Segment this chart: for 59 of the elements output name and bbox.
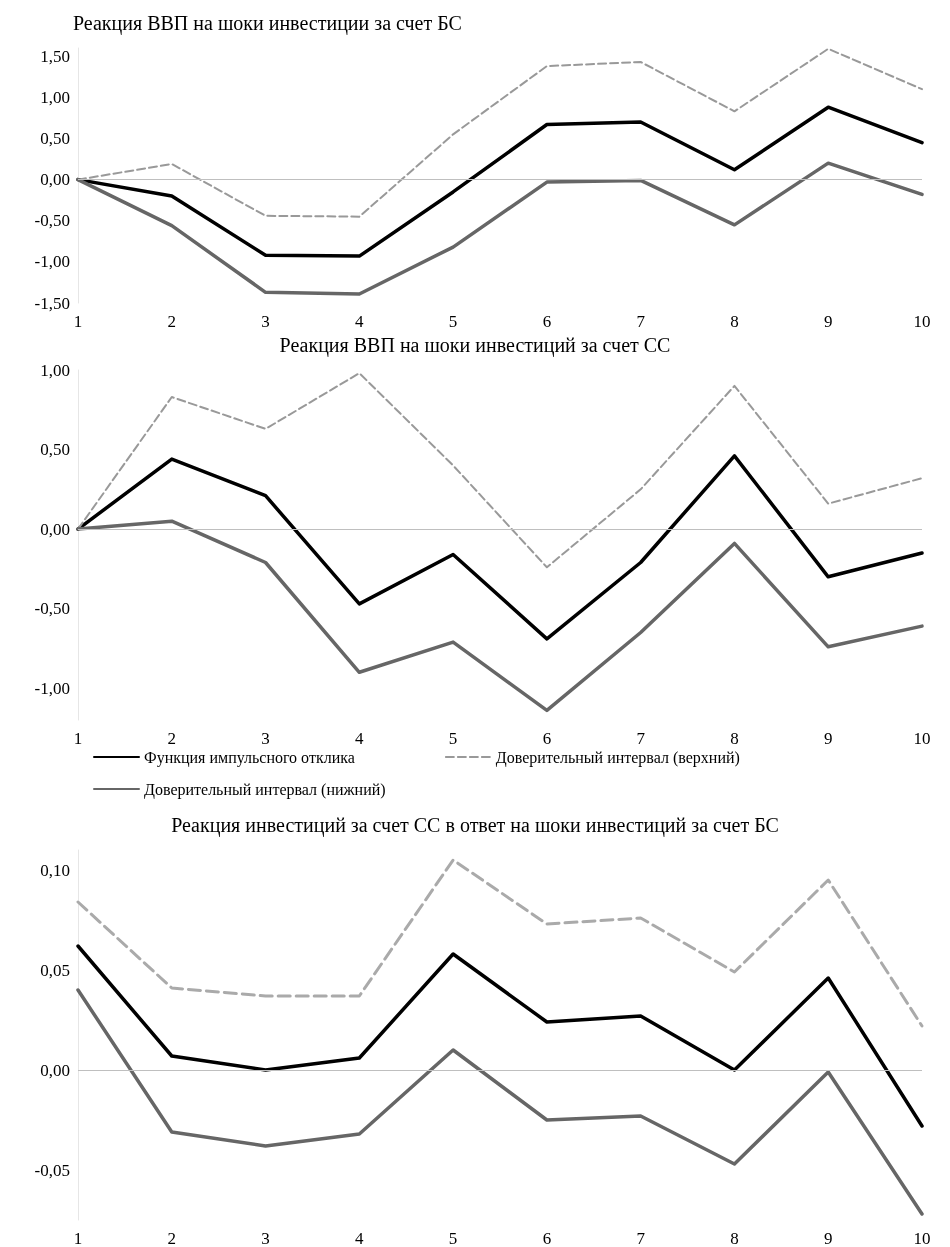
legend-label: Доверительный интервал (нижний) (144, 780, 386, 799)
x-tick-label: 2 (167, 1229, 177, 1247)
chart-title: Реакция ВВП на шоки инвестиции за счет БС (73, 12, 462, 35)
x-tick-label: 5 (448, 729, 458, 748)
x-tick-label: 7 (636, 1229, 646, 1247)
x-tick-label: 7 (636, 729, 646, 748)
x-tick-label: 9 (823, 312, 833, 331)
x-tick-label: 9 (823, 729, 833, 748)
x-tick-label: 3 (261, 1229, 270, 1247)
y-tick-label: 0,50 (40, 440, 70, 460)
y-tick-label: 0,10 (40, 860, 70, 880)
x-tick-label: 7 (636, 312, 646, 331)
x-tick-label: 5 (448, 312, 458, 331)
x-tick-label: 3 (261, 312, 270, 331)
x-tick-label: 5 (448, 1229, 458, 1247)
y-tick-label: 1,50 (40, 46, 70, 66)
line-series (76, 161, 924, 296)
chart-title: Реакция инвестиций за счет СС в ответ на шоки инвестиций за счет БС (171, 814, 779, 837)
legend-label: Доверительный интервал (верхний) (495, 748, 740, 767)
y-tick-label: 1,00 (40, 87, 70, 107)
y-tick-label: -0,50 (34, 599, 70, 619)
y-tick-label: 0,00 (40, 519, 70, 539)
x-tick-label: 10 (913, 729, 931, 748)
x-tick-label: 6 (542, 312, 552, 331)
x-tick-label: 10 (913, 1229, 931, 1247)
y-tick-label: -1,50 (34, 293, 70, 313)
y-tick-label: -1,00 (34, 678, 70, 698)
line-series (77, 47, 923, 218)
line-series (76, 988, 924, 1216)
y-tick-label: -0,05 (34, 1160, 70, 1180)
line-series (76, 858, 924, 1028)
line-series (76, 519, 924, 713)
y-tick-label: 0,50 (40, 128, 70, 148)
x-tick-label: 3 (261, 729, 270, 748)
y-tick-label: 0,05 (40, 960, 70, 980)
x-tick-label: 10 (913, 312, 931, 331)
x-tick-label: 2 (167, 312, 177, 331)
chart-title: Реакция ВВП на шоки инвестиций за счет СС (279, 334, 671, 357)
x-tick-label: 4 (355, 312, 365, 331)
y-tick-label: -0,50 (34, 211, 70, 231)
y-tick-label: -1,00 (34, 252, 70, 272)
x-tick-label: 8 (730, 729, 739, 748)
x-tick-label: 2 (167, 729, 177, 748)
y-tick-label: 0,00 (40, 170, 70, 190)
y-tick-label: 1,00 (40, 360, 70, 380)
x-tick-label: 8 (730, 312, 739, 331)
x-tick-label: 1 (73, 1229, 83, 1247)
line-series (77, 372, 923, 569)
legend-label: Функция импульсного отклика (144, 748, 355, 767)
x-tick-label: 1 (73, 312, 83, 331)
x-tick-label: 8 (730, 1229, 739, 1247)
x-tick-label: 6 (542, 729, 552, 748)
x-tick-label: 6 (542, 1229, 552, 1247)
x-tick-label: 4 (355, 1229, 365, 1247)
y-tick-label: 0,00 (40, 1060, 70, 1080)
x-tick-label: 1 (73, 729, 83, 748)
x-tick-label: 9 (823, 1229, 833, 1247)
x-tick-label: 4 (355, 729, 365, 748)
line-series (76, 944, 924, 1128)
